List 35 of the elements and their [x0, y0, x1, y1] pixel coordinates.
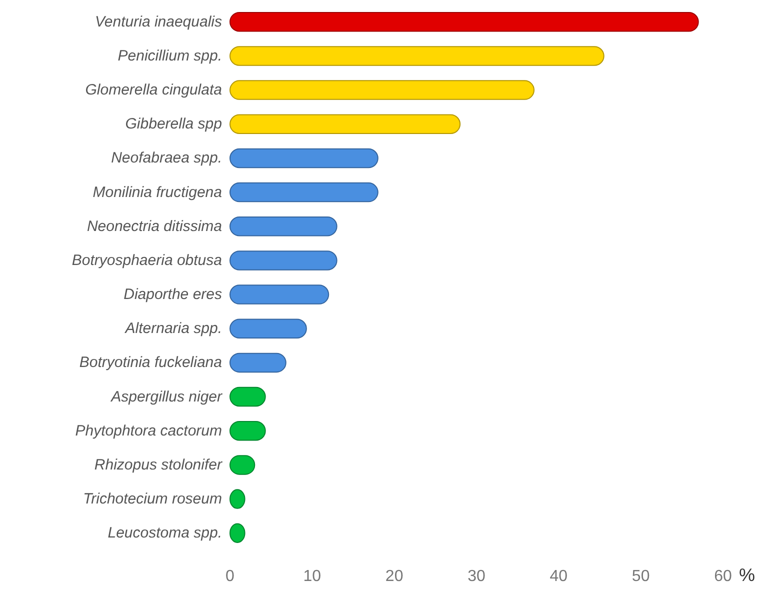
x-tick-label: 0	[226, 568, 235, 585]
y-tick-label: Monilinia fructigena	[92, 184, 222, 201]
x-tick-label: 10	[303, 568, 322, 585]
x-axis-title: %	[738, 565, 756, 585]
x-tick-label: 50	[632, 568, 650, 585]
y-tick-label: Alternaria spp.	[124, 320, 222, 338]
y-tick-label: Neonectria ditissima	[86, 218, 222, 235]
y-tick-label: Venturia inaequalis	[94, 13, 222, 30]
x-tick-label: 20	[385, 568, 404, 585]
y-tick-label: Diaporthe eres	[124, 286, 222, 304]
x-tick-label: 60	[714, 568, 732, 585]
bar	[230, 114, 461, 134]
y-tick-label: Glomerella cingulata	[85, 82, 222, 99]
bar	[230, 318, 307, 338]
bar	[230, 182, 378, 202]
y-tick-label: Botryosphaeria obtusa	[72, 252, 222, 269]
bar	[230, 148, 378, 168]
bar	[230, 250, 338, 270]
y-tick-label: Rhizopus stolonifer	[94, 456, 223, 474]
y-tick-label: Penicillium spp.	[118, 47, 222, 64]
y-tick-label: Gibberella spp	[125, 116, 222, 133]
bar	[230, 216, 338, 236]
y-tick-label: Aspergillus niger	[110, 388, 224, 406]
bar	[230, 284, 330, 304]
y-tick-label: Leucostoma spp.	[108, 524, 222, 542]
x-tick-label: 40	[550, 568, 568, 585]
y-tick-label: Botryotinia fuckeliana	[79, 354, 222, 372]
bar	[230, 352, 286, 373]
bar	[230, 80, 535, 100]
bar	[230, 12, 699, 32]
x-tick-label: 30	[468, 568, 486, 585]
bar	[230, 46, 604, 66]
y-tick-label: Trichotecium roseum	[83, 490, 222, 508]
y-tick-label: Phytophtora cactorum	[75, 422, 222, 440]
y-tick-label: Neofabraea spp.	[111, 150, 222, 167]
